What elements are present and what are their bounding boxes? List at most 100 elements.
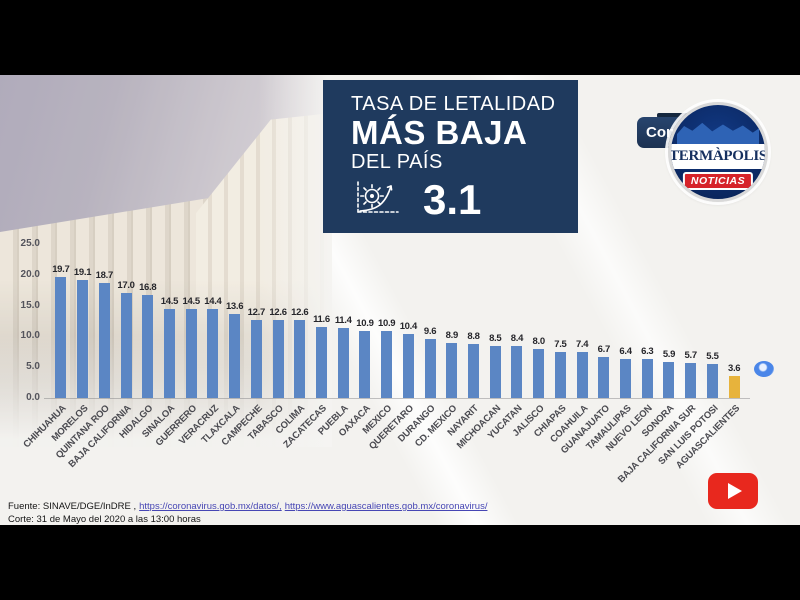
bar [402, 333, 414, 398]
bar-value-label: 16.8 [139, 281, 157, 293]
x-axis-line [44, 398, 750, 399]
bar [641, 359, 653, 398]
bar [163, 308, 175, 398]
bar [468, 343, 480, 398]
chart-columns: 19.7 CHIHUAHUA 19.1 MORELOS 18.7 QUINTANA ROO… [21, 244, 745, 486]
y-axis-label: 20.0 [20, 268, 40, 280]
cutoff-date: Corte: 31 de Mayo del 2020 a las 13:00 h… [8, 513, 201, 525]
bar [337, 327, 349, 398]
bar-value-label: 14.4 [204, 296, 222, 308]
bar [489, 345, 501, 398]
bar-value-label: 3.6 [727, 362, 741, 374]
bar [576, 352, 588, 398]
chart-column: 9.6 DURANGO [396, 244, 441, 445]
bar-value-label: 8.0 [532, 335, 546, 347]
bar-value-label: 14.5 [182, 295, 201, 307]
bar-value-label: 10.9 [377, 317, 396, 329]
chart-column: 8.0 JALISCO [511, 244, 550, 439]
bar-value-label: 11.6 [313, 313, 330, 325]
chart-column: 3.6 AGUASCALIENTES [674, 244, 745, 471]
bar-value-label: 14.5 [160, 295, 179, 307]
bar-value-label: 12.7 [247, 306, 266, 318]
bar-value-label: 7.4 [575, 339, 589, 351]
headline-line1: TASA DE LETALIDAD [351, 93, 556, 115]
slide-content: TASA DE LETALIDAD MÁS BAJA DEL PAÍS 3.1 [0, 75, 800, 525]
chart-column: 6.4 TAMAULIPAS [584, 244, 637, 453]
chart-column: 17.0 BAJA CALIFORNIA [67, 244, 137, 470]
bar-value-label: 5.7 [684, 349, 698, 361]
bar [554, 351, 566, 398]
bar-value-label: 19.7 [52, 263, 70, 275]
chart-yaxis: 25.0 20.0 15.0 10.0 5.0 0.0 [0, 238, 42, 403]
bar [359, 330, 371, 398]
bar-value-label: 6.7 [597, 343, 611, 355]
chart-column: 11.6 ZACATECAS [282, 244, 333, 451]
station-logo: TERMÀPOLIS NOTICIAS [668, 102, 768, 202]
logo-skyline-graphic [676, 122, 760, 145]
chart-column: 5.9 SONORA [640, 244, 680, 440]
bar [663, 361, 675, 398]
y-axis-label: 10.0 [20, 330, 40, 342]
chart-column: 5.7 BAJA CALIFORNIA SUR [616, 244, 702, 485]
bar-value-label: 17.0 [117, 280, 135, 292]
chart-virus-icon [351, 178, 403, 223]
chart-column: 5.5 SAN LUIS POTOSI [656, 244, 724, 467]
bar [685, 362, 697, 398]
bar-value-label: 10.4 [399, 320, 418, 332]
source-link-1: https://coronavirus.gob.mx/datos/, [139, 501, 282, 512]
bar [598, 356, 610, 398]
chart-column: 19.1 MORELOS [50, 244, 94, 443]
bar [272, 320, 284, 398]
chart-column: 7.5 CHIAPAS [532, 244, 572, 440]
bar [142, 294, 154, 398]
chart-column: 6.7 GUANAJUATO [558, 244, 615, 456]
source-prefix: Fuente: SINAVE/DGE/InDRE , [8, 501, 137, 512]
bar [533, 348, 545, 398]
chart-column: 8.5 MICHOACAN [455, 244, 506, 452]
headline-value: 3.1 [423, 176, 482, 224]
chart-column: 7.4 COAHUILA [548, 244, 593, 445]
bar-value-label: 8.8 [467, 330, 480, 342]
bar [424, 338, 436, 398]
bar [381, 330, 393, 398]
chart-column: 8.8 NAYARIT [446, 244, 485, 439]
y-axis-label: 0.0 [26, 392, 40, 403]
bar-value-label: 8.9 [445, 330, 459, 342]
headline-line2: MÁS BAJA [351, 114, 528, 151]
chart-column: 11.4 PUEBLA [316, 244, 354, 438]
headline-line3: DEL PAÍS [351, 150, 443, 173]
bar-value-label: 10.9 [356, 317, 374, 329]
bar-value-label: 9.6 [423, 325, 437, 337]
bar [446, 343, 458, 398]
letterbox-bottom [0, 525, 800, 600]
chart-column: 10.9 OAXACA [337, 244, 376, 439]
y-axis-label: 25.0 [20, 238, 40, 249]
chart-column: 19.7 CHIHUAHUA [21, 244, 72, 451]
headline-box: TASA DE LETALIDAD MÁS BAJA DEL PAÍS 3.1 [323, 80, 578, 233]
youtube-play-button[interactable] [708, 473, 758, 509]
bar [55, 276, 67, 398]
play-icon [727, 483, 742, 499]
letterbox-top [0, 0, 800, 75]
chart-column: 18.7 QUINTANA ROO [54, 244, 115, 461]
chart-column: 14.5 SINALOA [140, 244, 181, 440]
bar [250, 319, 262, 398]
bar-value-label: 18.7 [95, 269, 114, 281]
bar [229, 314, 241, 398]
chart-column: 14.5 GUERRERO [153, 244, 202, 449]
bar [120, 293, 132, 398]
bar [315, 326, 327, 398]
station-name: TERMÀPOLIS [671, 144, 765, 169]
source-note: Fuente: SINAVE/DGE/InDRE , https://corona… [8, 501, 487, 525]
chart-column: 12.6 TABASCO [246, 244, 289, 442]
chart-column: 10.4 QUERETARO [367, 244, 420, 452]
y-axis-label: 5.0 [26, 361, 40, 373]
bar-value-label: 11.4 [334, 314, 352, 326]
source-link-2: https://www.aguascalientes.gob.mx/corona… [284, 501, 488, 512]
bar-value-label: 12.6 [269, 307, 287, 319]
bar [207, 309, 219, 398]
bar-value-label: 6.4 [619, 345, 632, 357]
bar-value-label: 19.1 [73, 267, 92, 279]
bar-value-label: 8.4 [510, 333, 524, 345]
